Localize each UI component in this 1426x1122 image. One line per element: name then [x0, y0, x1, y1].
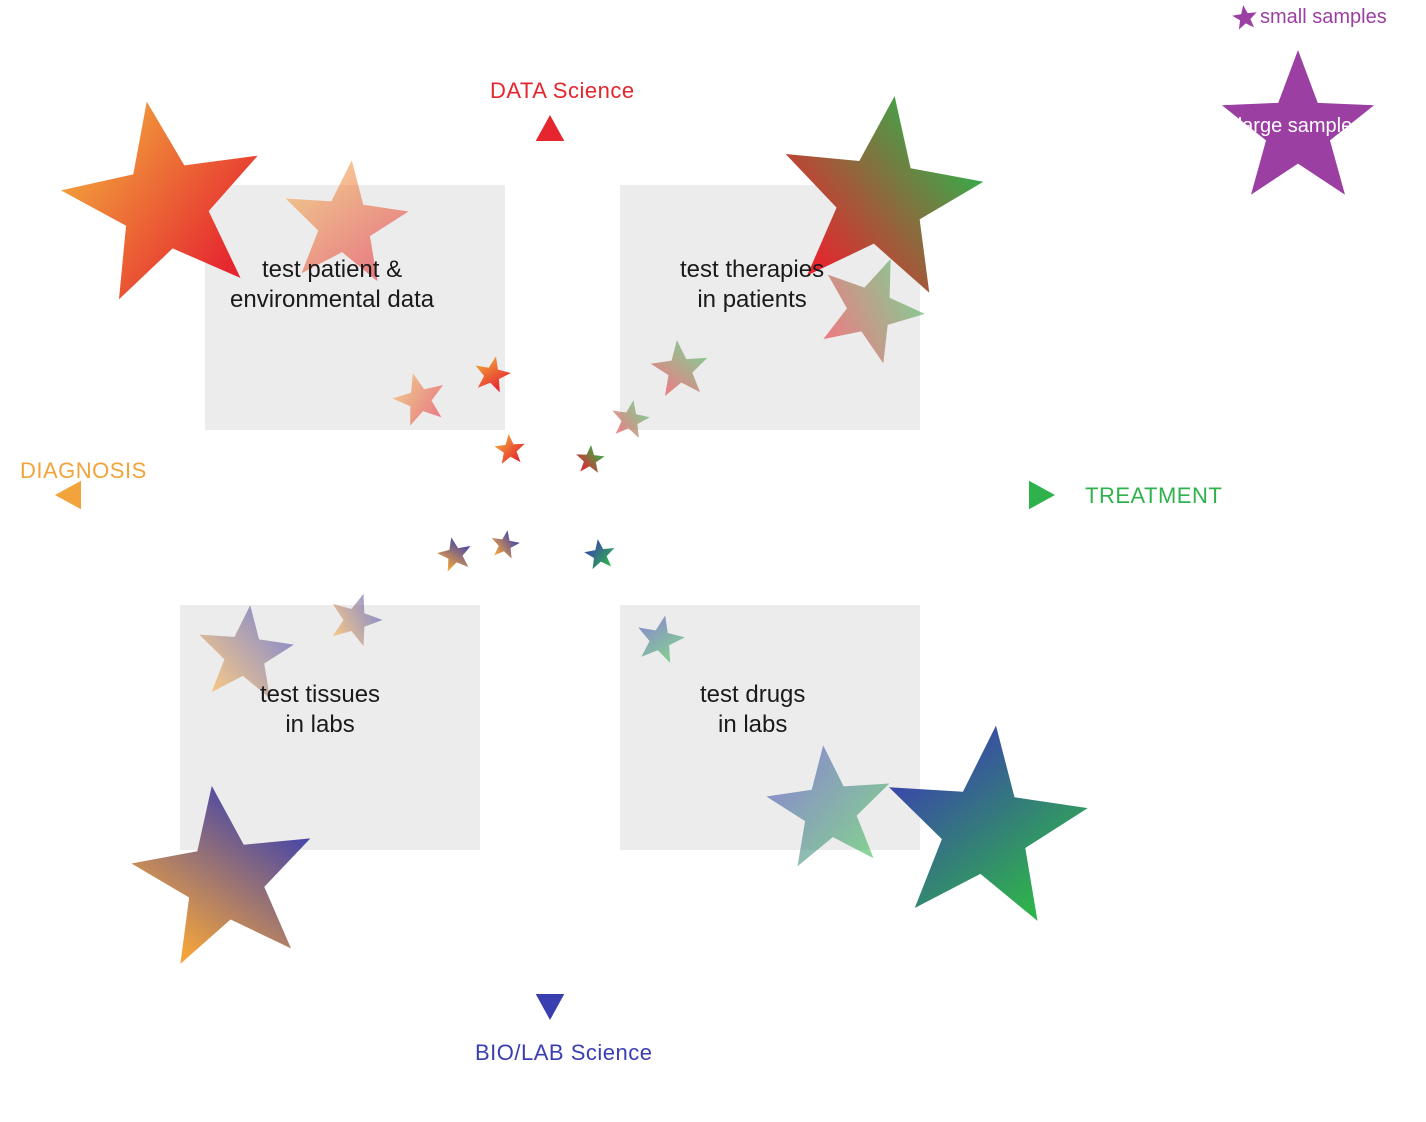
legend-large-label: large samples — [1220, 115, 1380, 138]
legend-layer — [0, 0, 1426, 1122]
legend-small-label: small samples — [1260, 6, 1387, 29]
legend-small-star-icon — [1231, 3, 1259, 30]
diagram-stage: DATA Science BIO/LAB Science DIAGNOSIS T… — [0, 0, 1426, 1122]
